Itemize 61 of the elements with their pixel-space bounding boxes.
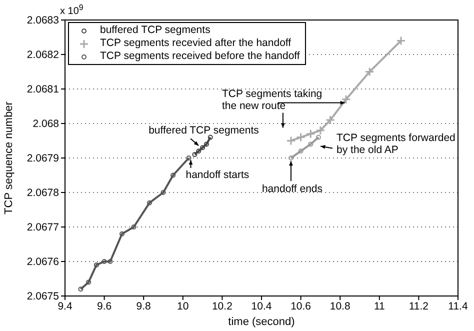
x-tick-label: 11.4 (448, 300, 468, 312)
y-tick-label: 2.0682 (26, 49, 60, 62)
point (316, 134, 321, 140)
x-tick-label: 9.6 (96, 300, 112, 312)
line-series (288, 134, 321, 160)
text: x 10$^{9}$ (60, 2, 84, 17)
point (204, 142, 209, 147)
x-tick-label: 11 (374, 300, 386, 312)
y-axis-title: TCP sequence number (3, 101, 15, 214)
point (298, 148, 304, 154)
annotation: handoff ends (262, 183, 323, 195)
point (108, 259, 113, 264)
point (341, 94, 351, 104)
point (192, 152, 198, 158)
x-tick-label: 11.2 (408, 300, 429, 312)
x-axis-title: time (second) (228, 316, 295, 328)
line-series (192, 134, 213, 158)
point (131, 224, 136, 230)
y-tick-label: 2.068 (32, 118, 60, 130)
x-tick-label: 9.8 (136, 300, 152, 312)
y-tick-label: 2.0683 (26, 14, 60, 27)
point (308, 142, 314, 147)
point (200, 145, 206, 150)
x-tick-label: 10 (177, 300, 189, 312)
x-tick-label: 9.4 (58, 300, 72, 312)
point (196, 148, 202, 154)
y-tick-label: 2.0679 (26, 152, 60, 165)
x-tick-label: 10.8 (330, 300, 350, 312)
point (119, 231, 124, 236)
point (86, 280, 92, 285)
y-tick-label: 2.0677 (26, 222, 60, 234)
point (208, 134, 213, 140)
point (296, 132, 306, 142)
x-tick-label: 10.4 (251, 300, 272, 312)
point (78, 286, 84, 292)
point (306, 129, 316, 139)
legend-label: buffered TCP segments (100, 24, 210, 37)
point (326, 115, 336, 125)
y-tick-label: 2.0675 (26, 290, 60, 303)
y-tick-label: 2.0676 (26, 256, 60, 268)
y-tick-label: 2.0678 (26, 187, 60, 200)
point (102, 259, 107, 264)
annotation: handoff starts (186, 169, 250, 181)
legend-label: TCP segments recevied after the handoff (100, 37, 292, 50)
annotation: buffered TCP segments (148, 124, 259, 137)
annotation: TCP segments forwarded by the old AP (336, 132, 456, 156)
point (160, 190, 166, 195)
annotation: TCP segments taking the new route (222, 88, 322, 112)
point (364, 67, 374, 76)
point (170, 172, 176, 178)
point (288, 156, 294, 160)
x-tick-label: 10.2 (212, 300, 233, 312)
y-tick-label: 2.0681 (26, 84, 60, 96)
x-tick-label: 10.6 (290, 300, 312, 312)
point (94, 262, 99, 268)
point (286, 136, 296, 146)
point (186, 156, 192, 160)
point (396, 36, 406, 46)
legend-label: TCP segments received before the handoff (100, 50, 300, 63)
point (146, 200, 152, 206)
point (316, 126, 326, 136)
